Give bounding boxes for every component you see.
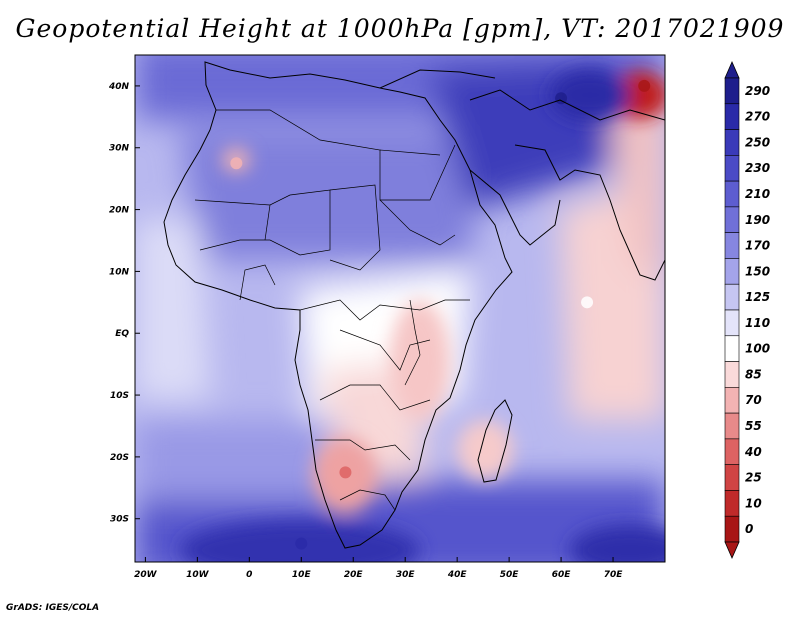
x-tick-label: 10E <box>292 570 312 580</box>
colorbar-label: 150 <box>745 264 770 278</box>
region-mark <box>581 296 594 309</box>
colorbar-swatch <box>724 180 740 208</box>
colorbar-label: 290 <box>745 84 770 98</box>
plot-frame <box>134 54 666 563</box>
colorbar-label: 250 <box>745 135 770 149</box>
colorbar-swatch <box>724 309 740 337</box>
colorbar-label: 190 <box>745 213 770 227</box>
y-tick-label: EQ <box>115 329 129 339</box>
colorbar-label: 40 <box>744 445 762 459</box>
region-mark <box>230 157 243 170</box>
colorbar-swatch <box>724 103 740 130</box>
x-axis: 20W 10W 0 10E 20E 30E 40E 50E 60E 70E <box>134 557 623 580</box>
colorbar-label: 230 <box>745 161 770 175</box>
colorbar-swatch <box>724 206 740 233</box>
y-tick-label: 20S <box>110 453 129 463</box>
x-tick-label: 30E <box>396 570 416 580</box>
x-tick-label: 20W <box>134 570 158 580</box>
colorbar-swatch <box>724 464 740 491</box>
colorbar: 2902702502302101901701501251101008570554… <box>724 61 770 559</box>
y-axis: 40N 30N 20N 10N EQ 10S 20S 30S <box>108 82 140 525</box>
x-tick-label: 40E <box>447 570 468 580</box>
x-tick-label: 20E <box>344 570 364 580</box>
y-tick-label: 20N <box>109 206 130 216</box>
colorbar-swatch <box>724 258 740 285</box>
colorbar-label: 70 <box>745 393 762 407</box>
colorbar-label: 110 <box>745 316 770 330</box>
colorbar-swatch <box>724 412 740 440</box>
y-tick-label: 30S <box>110 515 129 525</box>
colorbar-swatch <box>724 77 740 105</box>
x-tick-label: 50E <box>500 570 520 580</box>
region-mark <box>339 466 352 479</box>
colorbar-label: 10 <box>745 496 762 510</box>
colorbar-swatch <box>724 129 740 156</box>
colorbar-swatch <box>724 438 740 465</box>
colorbar-label: 270 <box>745 110 770 124</box>
y-tick-label: 10S <box>110 391 129 401</box>
y-tick-label: 40N <box>108 82 130 92</box>
colorbar-swatch <box>724 155 740 182</box>
colorbar-label: 55 <box>745 419 762 433</box>
region-mark <box>555 92 568 105</box>
colorbar-label: 0 <box>745 522 753 536</box>
colorbar-top-arrow <box>724 61 740 79</box>
coastlines <box>163 61 665 549</box>
country-borders <box>194 109 470 511</box>
heatmap-field <box>135 55 665 562</box>
colorbar-swatch <box>724 387 740 414</box>
colorbar-label: 125 <box>745 290 770 304</box>
credit-text: GrADS: IGES/COLA <box>6 603 100 613</box>
y-tick-label: 30N <box>109 144 130 154</box>
x-tick-label: 60E <box>552 570 572 580</box>
colorbar-label: 170 <box>745 239 770 253</box>
region-mark <box>638 79 651 92</box>
colorbar-swatch <box>724 361 740 388</box>
colorbar-swatch <box>724 490 740 517</box>
colorbar-label: 25 <box>745 471 762 485</box>
x-tick-label: 70E <box>604 570 624 580</box>
colorbar-swatch <box>724 283 740 311</box>
region-mark <box>295 537 308 550</box>
x-tick-label: 10W <box>186 570 210 580</box>
colorbar-swatch <box>724 232 740 259</box>
y-tick-label: 10N <box>109 267 130 277</box>
colorbar-swatch <box>724 515 740 543</box>
colorbar-label: 100 <box>745 342 770 356</box>
colorbar-bottom-arrow <box>724 541 740 559</box>
colorbar-swatch <box>724 335 740 362</box>
chart-title: Geopotential Height at 1000hPa [gpm], VT… <box>15 14 785 43</box>
colorbar-label: 85 <box>745 367 762 381</box>
colorbar-label: 210 <box>745 187 770 201</box>
x-tick-label: 0 <box>246 570 252 580</box>
